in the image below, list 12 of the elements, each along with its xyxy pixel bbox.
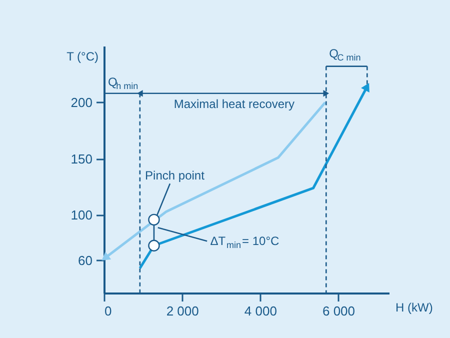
annotation: Maximal heat recovery <box>174 97 295 112</box>
annotation: Pinch point <box>145 168 206 183</box>
x-axis-title: H (kW) <box>396 300 433 314</box>
x-tick-label: 2 000 <box>166 304 199 318</box>
y-tick-label: 60 <box>78 252 92 268</box>
x-tick-label: 4 000 <box>244 304 277 318</box>
x-tick-label: 6 000 <box>322 304 356 318</box>
x-tick-label: 0 <box>104 304 112 318</box>
y-tick-label: 100 <box>70 208 92 223</box>
y-tick-label: 150 <box>70 151 92 166</box>
y-tick-label: 200 <box>70 94 92 110</box>
y-axis-title: T (°C) <box>66 50 98 64</box>
